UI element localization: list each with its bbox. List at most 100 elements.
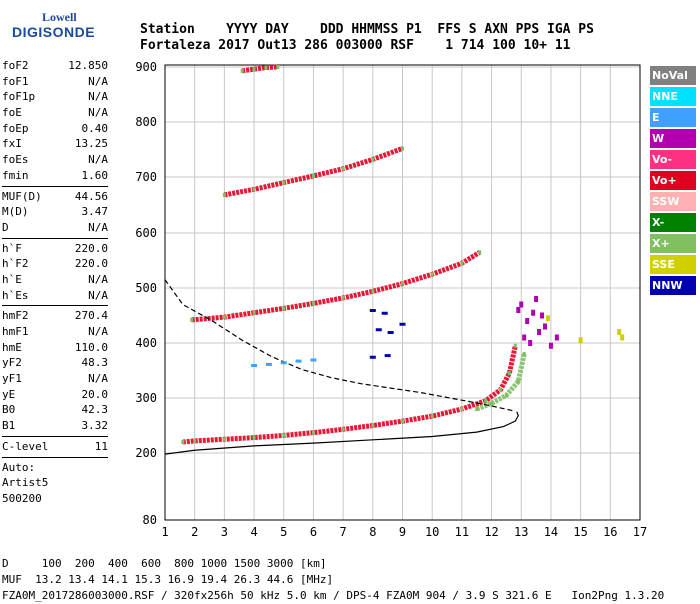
echo-point [401, 419, 404, 424]
echo-cluster-point [375, 328, 382, 332]
param-name: fxI [2, 137, 22, 151]
param-name: h`F [2, 241, 22, 255]
echo-cluster-point [369, 355, 376, 359]
param-row: foF1p N/A [2, 89, 108, 105]
footer-muf: MUF 13.2 13.4 14.1 15.3 16.9 19.4 26.3 4… [2, 573, 334, 586]
echo-point [252, 310, 256, 315]
param-value: 20.0 [81, 387, 109, 401]
param-name: h`E [2, 272, 22, 286]
param-value: 11 [94, 439, 108, 453]
echo-point [276, 65, 280, 69]
echo-cluster-point [387, 331, 394, 334]
echo-point [490, 401, 494, 406]
echo-cluster-point [540, 312, 545, 319]
echo-point [222, 192, 226, 197]
param-value: 220.0 [74, 257, 108, 271]
param-row: hmE 110.0 [2, 340, 108, 356]
echo-cluster-point [617, 329, 622, 335]
y-tick-label: 900 [135, 60, 157, 74]
echo-point [341, 427, 345, 432]
echo-point [240, 68, 244, 73]
x-tick-label: 8 [369, 525, 376, 539]
echo-point [504, 393, 508, 398]
legend-item: NNE [650, 87, 696, 106]
param-row: yF1 N/A [2, 371, 108, 387]
param-name: foF1p [2, 90, 36, 104]
echo-cluster-point [528, 340, 533, 346]
param-name: foF1 [2, 74, 29, 88]
legend-item: W [650, 129, 696, 148]
param-name: yF1 [2, 372, 22, 386]
echo-cluster-point [381, 311, 388, 315]
param-name: B0 [2, 403, 16, 417]
param-value: 270.4 [74, 309, 108, 323]
param-value: N/A [88, 153, 108, 167]
param-row: hmF2 270.4 [2, 308, 108, 324]
param-name: foEs [2, 153, 29, 167]
x-tick-label: 15 [573, 525, 587, 539]
param-value: N/A [88, 272, 108, 286]
x-tick-label: 6 [310, 525, 317, 539]
echo-point [401, 281, 404, 286]
echo-point [484, 398, 488, 403]
autoscaling-info: 500200 [2, 491, 42, 505]
param-row: D N/A [2, 220, 108, 236]
param-name: foF2 [2, 59, 29, 72]
station-header: Station YYYY DAY DDD HHMMSS P1 FFS S AXN… [140, 22, 594, 54]
autoscaling-info: Artist5 [2, 476, 49, 490]
echo-point [522, 352, 526, 356]
param-value: 110.0 [74, 340, 108, 354]
echo-cluster-point [251, 364, 258, 367]
echo-point [430, 414, 434, 419]
footer-distance: D 100 200 400 600 800 1000 1500 3000 [km… [2, 557, 327, 570]
echo-point [401, 146, 404, 151]
echo-point [264, 65, 268, 70]
echo-point [252, 187, 256, 192]
param-row: hmF1 N/A [2, 324, 108, 340]
param-separator [2, 305, 108, 307]
echo-point [252, 435, 256, 440]
digisonde-logo: Lowell DIGISONDE [6, 8, 126, 48]
echo-point [222, 315, 226, 320]
echo-trace [241, 64, 278, 74]
param-row: foE N/A [2, 105, 108, 121]
param-value: 12.850 [68, 59, 108, 72]
x-tick-label: 13 [514, 525, 528, 539]
param-separator [2, 435, 108, 437]
echo-cluster-point [399, 322, 406, 326]
param-separator [2, 185, 108, 187]
echo-point [478, 250, 482, 255]
echo-point [498, 387, 502, 392]
param-value: 3.47 [81, 205, 109, 219]
echo-point [282, 306, 286, 311]
echo-point [190, 317, 194, 322]
profile-curve-solid [164, 411, 519, 455]
param-value: 42.3 [81, 403, 109, 417]
plot-frame [164, 64, 641, 521]
legend-item: X- [650, 213, 696, 232]
param-row: h`F 220.0 [2, 241, 108, 257]
echo-cluster-point [369, 309, 376, 312]
echo-cluster-point [295, 359, 302, 363]
param-separator [2, 456, 108, 458]
param-name: foE [2, 106, 22, 120]
echo-point [311, 430, 315, 435]
param-row: C-level 11 [2, 439, 108, 455]
echo-point [311, 301, 315, 306]
x-tick-label: 14 [544, 525, 558, 539]
param-name: yE [2, 387, 16, 401]
param-name: foEp [2, 121, 29, 135]
header-values: Fortaleza 2017 Out13 286 003000 RSF 1 71… [140, 38, 571, 53]
x-tick-label: 10 [425, 525, 439, 539]
y-tick-label: 400 [135, 336, 157, 350]
logo-digisonde: DIGISONDE [12, 24, 96, 40]
param-value: 220.0 [74, 241, 108, 255]
param-name: hmF2 [2, 309, 29, 323]
param-row: B1 3.32 [2, 418, 108, 434]
param-name: hmE [2, 340, 22, 354]
legend-item: SSE [650, 255, 696, 274]
echo-point [371, 157, 375, 162]
y-tick-label: 700 [135, 170, 157, 184]
param-row: M(D) 3.47 [2, 204, 108, 220]
